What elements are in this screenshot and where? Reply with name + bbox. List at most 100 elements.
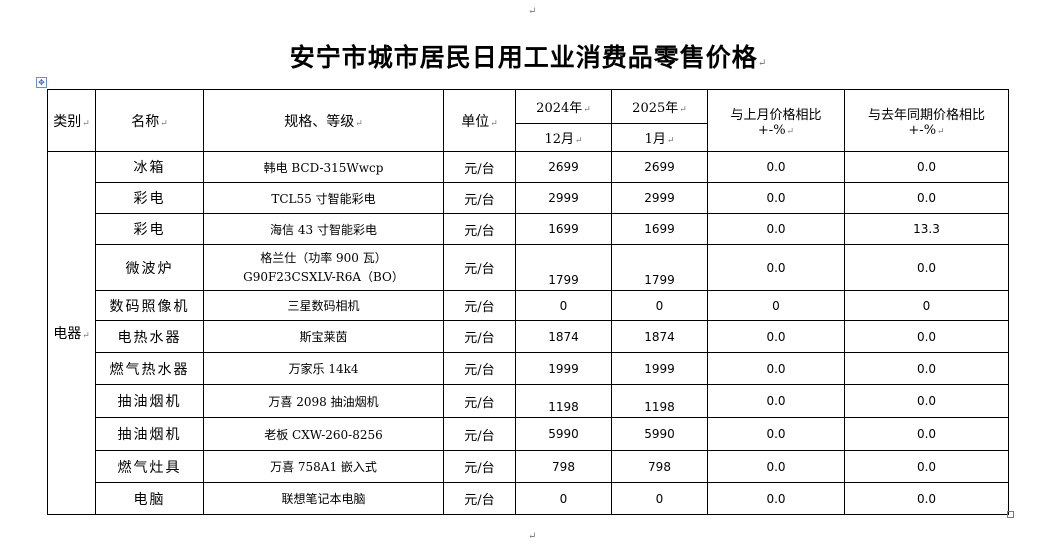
table-row: 燃气热水器 万家乐 14k4 元/台 1999 1999 0.0 0.0 — [48, 352, 1009, 385]
month-on-month-change: 0.0 — [707, 244, 845, 291]
month-on-month-change: 0.0 — [707, 151, 845, 183]
table-move-handle-icon[interactable]: ✥ — [36, 77, 47, 88]
price-2025-01: 5990 — [611, 417, 708, 451]
table-row: 燃气灶具 万喜 758A1 嵌入式 元/台 798 798 0.0 0.0 — [48, 450, 1009, 483]
table-row: 电脑 联想笔记本电脑 元/台 0 0 0.0 0.0 — [48, 482, 1009, 515]
table-row: 抽油烟机 老板 CXW-260-8256 元/台 5990 5990 0.0 0… — [48, 417, 1009, 451]
header-month-jan: 1月↵ — [611, 123, 708, 152]
month-on-month-change: 0 — [707, 290, 845, 321]
item-spec: 格兰仕（功率 900 瓦） G90F23CSXLV-R6A（BO） — [203, 244, 444, 291]
item-spec: 老板 CXW-260-8256 — [203, 417, 444, 451]
year-on-year-change: 0.0 — [844, 450, 1009, 483]
price-2025-01: 1799 — [611, 244, 708, 291]
price-2025-01: 798 — [611, 450, 708, 483]
year-on-year-change: 0.0 — [844, 244, 1009, 291]
item-spec: TCL55 寸智能彩电 — [203, 182, 444, 214]
item-spec: 万喜 758A1 嵌入式 — [203, 450, 444, 483]
header-month-dec: 12月↵ — [515, 123, 612, 152]
item-spec: 斯宝莱茵 — [203, 320, 444, 353]
price-2024-12: 1198 — [515, 384, 612, 418]
item-unit: 元/台 — [443, 482, 516, 515]
month-on-month-change: 0.0 — [707, 417, 845, 451]
price-2025-01: 2699 — [611, 151, 708, 183]
year-on-year-change: 0 — [844, 290, 1009, 321]
item-unit: 元/台 — [443, 320, 516, 353]
table-row: 抽油烟机 万喜 2098 抽油烟机 元/台 1198 1198 0.0 0.0 — [48, 384, 1009, 418]
price-2025-01: 2999 — [611, 182, 708, 214]
header-year-on-year: 与去年同期价格相比 +-%↵ — [844, 89, 1009, 152]
paragraph-mark: ↵ — [528, 6, 537, 17]
year-on-year-change: 0.0 — [844, 352, 1009, 385]
item-unit: 元/台 — [443, 182, 516, 214]
year-on-year-change: 0.0 — [844, 151, 1009, 183]
year-on-year-change: 0.0 — [844, 384, 1009, 418]
table-row: 彩电 海信 43 寸智能彩电 元/台 1699 1699 0.0 13.3 — [48, 213, 1009, 245]
price-2024-12: 2699 — [515, 151, 612, 183]
item-spec: 海信 43 寸智能彩电 — [203, 213, 444, 245]
item-spec: 韩电 BCD-315Wwcp — [203, 151, 444, 183]
year-on-year-change: 0.0 — [844, 182, 1009, 214]
item-spec: 三星数码相机 — [203, 290, 444, 321]
item-name: 冰箱 — [95, 151, 204, 183]
year-on-year-change: 0.0 — [844, 320, 1009, 353]
table-row: 电热水器 斯宝莱茵 元/台 1874 1874 0.0 0.0 — [48, 320, 1009, 353]
price-2025-01: 1699 — [611, 213, 708, 245]
table-row: 电器↵ 冰箱 韩电 BCD-315Wwcp 元/台 2699 2699 0.0 … — [47, 151, 1009, 515]
item-unit: 元/台 — [443, 213, 516, 245]
month-on-month-change: 0.0 — [707, 352, 845, 385]
item-name: 数码照像机 — [95, 290, 204, 321]
price-2024-12: 1999 — [515, 352, 612, 385]
table-row: 彩电 TCL55 寸智能彩电 元/台 2999 2999 0.0 0.0 — [48, 182, 1009, 214]
price-2025-01: 1874 — [611, 320, 708, 353]
price-2024-12: 5990 — [515, 417, 612, 451]
item-name: 电热水器 — [95, 320, 204, 353]
header-unit: 单位↵ — [443, 89, 516, 152]
price-2025-01: 0 — [611, 482, 708, 515]
item-unit: 元/台 — [443, 384, 516, 418]
item-unit: 元/台 — [443, 290, 516, 321]
item-name: 燃气热水器 — [95, 352, 204, 385]
month-on-month-change: 0.0 — [707, 450, 845, 483]
price-2025-01: 1198 — [611, 384, 708, 418]
item-unit: 元/台 — [443, 244, 516, 291]
month-on-month-change: 0.0 — [707, 182, 845, 214]
price-2025-01: 1999 — [611, 352, 708, 385]
header-spec: 规格、等级↵ — [203, 89, 444, 152]
price-2024-12: 1874 — [515, 320, 612, 353]
item-name: 电脑 — [95, 482, 204, 515]
price-2024-12: 0 — [515, 290, 612, 321]
item-spec: 联想笔记本电脑 — [203, 482, 444, 515]
category-cell: 电器↵ — [47, 151, 96, 515]
year-on-year-change: 13.3 — [844, 213, 1009, 245]
price-2024-12: 1699 — [515, 213, 612, 245]
price-2024-12: 2999 — [515, 182, 612, 214]
item-unit: 元/台 — [443, 352, 516, 385]
header-category: 类别↵ — [47, 89, 96, 152]
item-unit: 元/台 — [443, 151, 516, 183]
header-name: 名称↵ — [95, 89, 204, 152]
year-on-year-change: 0.0 — [844, 417, 1009, 451]
item-name: 彩电 — [95, 182, 204, 214]
price-table: 类别↵ 名称↵ 规格、等级↵ 单位↵ 2024年↵ 2025年↵ 与上月价格相比… — [47, 89, 1009, 515]
table-resize-handle-icon[interactable] — [1007, 511, 1014, 518]
month-on-month-change: 0.0 — [707, 320, 845, 353]
header-month-on-month: 与上月价格相比 +-%↵ — [707, 89, 845, 152]
paragraph-mark: ↵ — [528, 531, 537, 542]
price-2024-12: 0 — [515, 482, 612, 515]
month-on-month-change: 0.0 — [707, 213, 845, 245]
item-unit: 元/台 — [443, 417, 516, 451]
item-spec: 万家乐 14k4 — [203, 352, 444, 385]
year-on-year-change: 0.0 — [844, 482, 1009, 515]
price-2024-12: 798 — [515, 450, 612, 483]
item-name: 彩电 — [95, 213, 204, 245]
month-on-month-change: 0.0 — [707, 482, 845, 515]
item-name: 微波炉 — [95, 244, 204, 291]
table-row: 微波炉 格兰仕（功率 900 瓦） G90F23CSXLV-R6A（BO） 元/… — [48, 244, 1009, 291]
item-unit: 元/台 — [443, 450, 516, 483]
price-2025-01: 0 — [611, 290, 708, 321]
item-spec: 万喜 2098 抽油烟机 — [203, 384, 444, 418]
item-name: 燃气灶具 — [95, 450, 204, 483]
header-year-2024: 2024年↵ — [515, 89, 612, 124]
header-year-2025: 2025年↵ — [611, 89, 708, 124]
price-2024-12: 1799 — [515, 244, 612, 291]
